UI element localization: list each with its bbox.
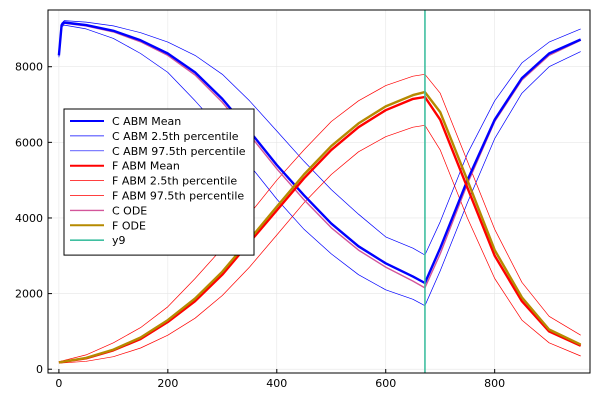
y-tick-label: 6000 (15, 136, 43, 149)
series-line-7 (58, 90, 582, 364)
legend-label: F ABM 97.5th percentile (112, 190, 244, 203)
x-tick-label: 400 (266, 377, 287, 390)
series-line-2 (58, 20, 581, 256)
legend-label: F ODE (112, 219, 146, 232)
y-tick-label: 0 (36, 363, 43, 376)
legend-box (63, 108, 255, 256)
legend: C ABM Mean C ABM 2.5th percentile C ABM 97… (63, 108, 255, 256)
legend-label: F ABM Mean (112, 160, 180, 173)
legend-label: C ABM Mean (112, 115, 181, 128)
series-line-1 (58, 24, 581, 307)
legend-label: y9 (112, 234, 126, 247)
y-tick-label: 2000 (15, 288, 43, 301)
series-line-4 (58, 124, 581, 364)
series-line-3 (58, 95, 582, 364)
y-tick-label: 4000 (15, 212, 43, 225)
series-line-5 (58, 73, 581, 363)
legend-label: C ABM 2.5th percentile (112, 130, 239, 143)
x-tick-label: 800 (484, 377, 505, 390)
x-tick-label: 0 (55, 377, 62, 390)
plot-frame (47, 9, 591, 374)
x-tick-label: 200 (157, 377, 178, 390)
legend-label: F ABM 2.5th percentile (112, 175, 237, 188)
legend-label: C ODE (112, 204, 147, 217)
x-tick-label: 600 (375, 377, 396, 390)
series-line-0 (57, 21, 582, 285)
series-lines (57, 20, 582, 364)
y-tick-label: 8000 (15, 61, 43, 74)
grid (48, 10, 590, 373)
legend-label: C ABM 97.5th percentile (112, 145, 246, 158)
